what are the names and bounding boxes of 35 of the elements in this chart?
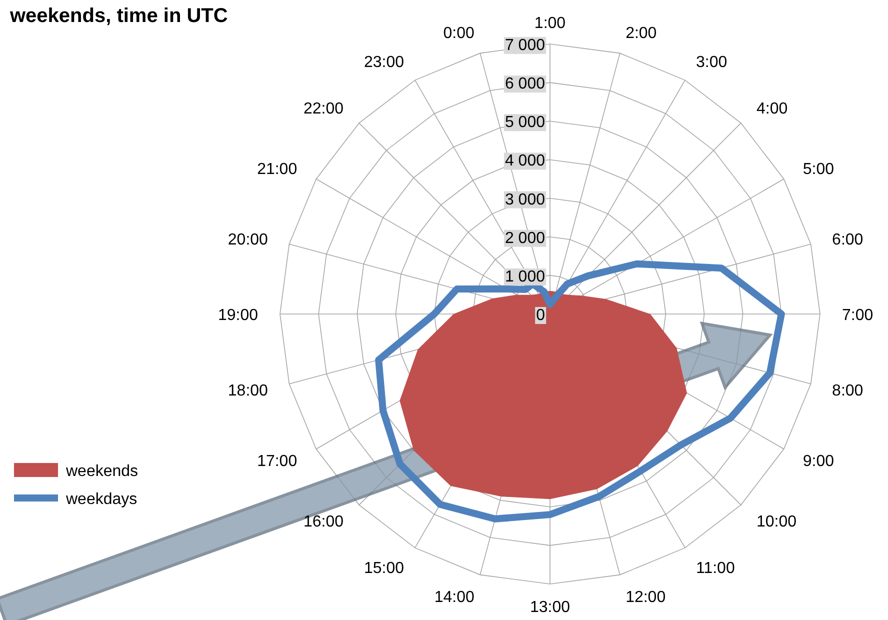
spoke-label: 20:00	[228, 231, 268, 248]
spoke-label: 3:00	[696, 54, 728, 72]
legend-label: weekends	[65, 463, 138, 480]
spoke-label: 2:00	[626, 24, 657, 42]
y-tick-label: 6 000	[504, 76, 546, 93]
spoke-label: 22:00	[303, 100, 344, 118]
legend-label: weekdays	[65, 491, 138, 508]
spoke-label: 4:00	[756, 100, 788, 118]
chart-title: weekends, time in UTC	[9, 5, 228, 27]
spoke-label: 5:00	[802, 161, 834, 178]
spoke-label: 7:00	[842, 307, 874, 324]
spoke-label: 14:00	[434, 589, 475, 606]
spoke-label: 18:00	[228, 382, 268, 400]
spoke-label: 11:00	[696, 560, 735, 577]
y-tick-label: 2 000	[504, 230, 546, 247]
y-tick-label: 0	[536, 307, 546, 324]
y-tick-label: 7 000	[504, 37, 546, 54]
y-tick-label: 5 000	[504, 114, 546, 132]
spoke-label: 17:00	[257, 453, 298, 470]
spoke-label: 19:00	[218, 307, 258, 324]
spoke-label: 9:00	[802, 453, 834, 470]
spoke-label: 6:00	[832, 231, 864, 248]
spoke-label: 15:00	[364, 560, 404, 577]
y-tick-label: 1 000	[504, 268, 546, 286]
y-tick-label: 3 000	[504, 191, 546, 208]
spoke-label: 21:00	[257, 161, 298, 178]
spoke-label: 10:00	[756, 513, 797, 530]
y-tick-label: 4 000	[504, 152, 546, 170]
spoke-label: 16:00	[303, 513, 344, 530]
spoke-label: 12:00	[626, 589, 666, 606]
spoke-label: 1:00	[534, 15, 566, 32]
spoke-label: 13:00	[530, 599, 570, 616]
spoke-label: 8:00	[832, 382, 864, 400]
spoke-label: 23:00	[364, 54, 404, 72]
spoke-label: 0:00	[443, 24, 475, 42]
